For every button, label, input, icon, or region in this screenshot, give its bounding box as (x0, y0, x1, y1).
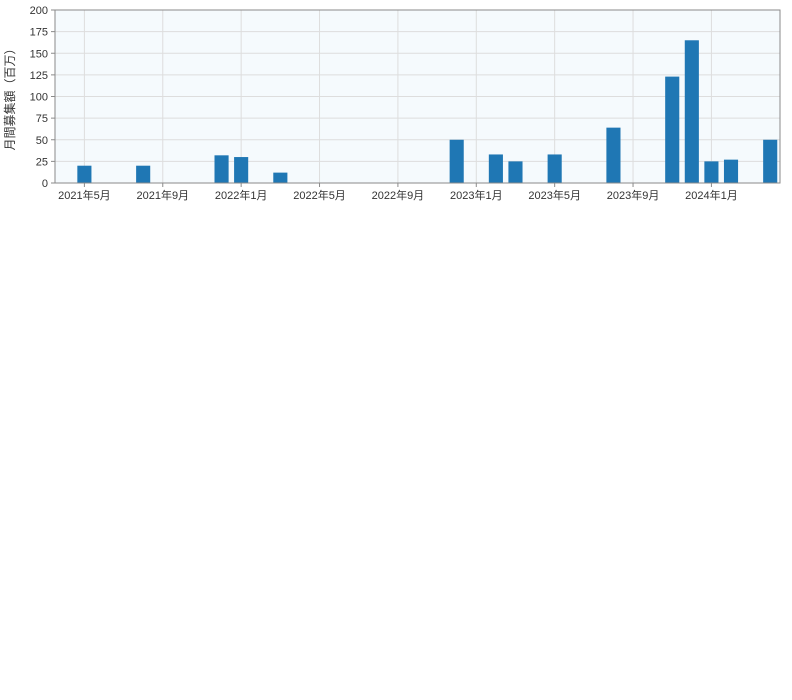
x-tick-label: 2023年5月 (528, 188, 581, 202)
x-tick-label: 2022年1月 (215, 188, 268, 202)
y-tick-label: 125 (30, 70, 48, 82)
bar (215, 155, 229, 183)
bar (704, 161, 718, 183)
y-tick-label: 150 (30, 48, 48, 60)
bar-chart: 0 25 50 75 100 125 150 175 200 2021年5月 2021年9月 2022… (0, 0, 792, 700)
y-tick-label: 25 (36, 156, 48, 168)
bar (450, 140, 464, 183)
bar (234, 157, 248, 183)
bar (724, 160, 738, 183)
x-tick-label: 2024年1月 (685, 188, 738, 202)
y-tick-label: 0 (42, 178, 48, 190)
bar (763, 140, 777, 183)
bar (548, 154, 562, 183)
x-tick-label: 2022年9月 (372, 188, 425, 202)
chart-container: 0 25 50 75 100 125 150 175 200 2021年5月 2021年9月 2022… (0, 0, 792, 700)
bar (77, 166, 91, 183)
bar (489, 154, 503, 183)
bar (685, 40, 699, 183)
y-axis-title: 月間募集額（百万） (2, 42, 17, 150)
bar (665, 77, 679, 183)
x-tick-label: 2021年9月 (136, 188, 189, 202)
y-tick-label: 175 (30, 27, 48, 39)
y-tick-label: 50 (36, 135, 48, 147)
y-tick-label: 200 (30, 5, 48, 17)
x-tick-label: 2021年5月 (58, 188, 111, 202)
bar (273, 173, 287, 183)
x-tick-label: 2023年9月 (607, 188, 660, 202)
y-tick-label: 100 (30, 92, 48, 104)
y-tick-label: 75 (36, 113, 48, 125)
bar (136, 166, 150, 183)
x-tick-label: 2023年1月 (450, 188, 503, 202)
bar (508, 161, 522, 183)
bar (606, 128, 620, 183)
x-tick-label: 2022年5月 (293, 188, 346, 202)
